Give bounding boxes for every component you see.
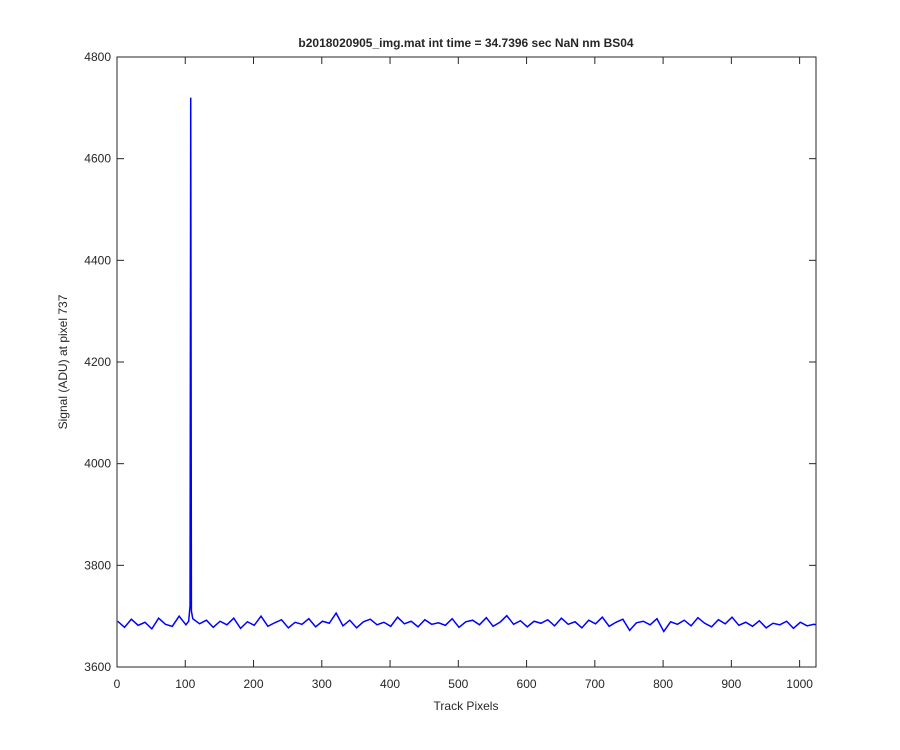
y-tick-label: 4600 <box>84 152 111 166</box>
y-axis-label: Signal (ADU) at pixel 737 <box>56 294 70 429</box>
x-tick-label: 0 <box>114 677 121 691</box>
chart-title: b2018020905_img.mat int time = 34.7396 s… <box>298 36 634 50</box>
x-tick-label: 200 <box>244 677 264 691</box>
x-tick-label: 400 <box>380 677 400 691</box>
data-line <box>117 97 817 633</box>
y-tick-label: 4200 <box>84 355 111 369</box>
y-tick-label: 3800 <box>84 558 111 572</box>
x-tick-label: 900 <box>721 677 741 691</box>
x-tick-label: 800 <box>653 677 673 691</box>
y-tick-label: 4000 <box>84 457 111 471</box>
plot-frame <box>116 56 817 668</box>
y-tick-label: 4800 <box>84 50 111 64</box>
x-tick-label: 100 <box>175 677 195 691</box>
x-tick-label: 600 <box>517 677 537 691</box>
x-tick-label: 500 <box>448 677 468 691</box>
x-tick-label: 700 <box>585 677 605 691</box>
y-tick-label: 3600 <box>84 660 111 674</box>
y-tick-label: 4400 <box>84 253 111 267</box>
x-tick-label: 300 <box>312 677 332 691</box>
x-tick-label: 1000 <box>786 677 813 691</box>
x-axis-label: Track Pixels <box>434 699 499 713</box>
